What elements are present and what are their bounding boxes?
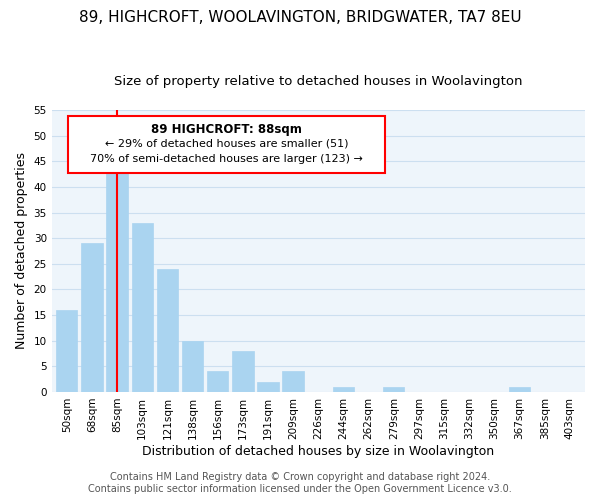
Text: ← 29% of detached houses are smaller (51): ← 29% of detached houses are smaller (51…	[104, 139, 348, 149]
Bar	[257, 382, 279, 392]
Y-axis label: Number of detached properties: Number of detached properties	[15, 152, 28, 350]
Bar	[81, 244, 103, 392]
Bar	[182, 340, 203, 392]
Bar	[131, 223, 153, 392]
Bar	[333, 387, 354, 392]
FancyBboxPatch shape	[68, 116, 385, 173]
Bar	[207, 372, 229, 392]
Bar	[157, 269, 178, 392]
Text: 89, HIGHCROFT, WOOLAVINGTON, BRIDGWATER, TA7 8EU: 89, HIGHCROFT, WOOLAVINGTON, BRIDGWATER,…	[79, 10, 521, 25]
Text: 89 HIGHCROFT: 88sqm: 89 HIGHCROFT: 88sqm	[151, 122, 302, 136]
Bar	[106, 172, 128, 392]
Text: 70% of semi-detached houses are larger (123) →: 70% of semi-detached houses are larger (…	[90, 154, 363, 164]
Bar	[283, 372, 304, 392]
Bar	[232, 351, 254, 392]
Bar	[56, 310, 77, 392]
Bar	[383, 387, 404, 392]
Title: Size of property relative to detached houses in Woolavington: Size of property relative to detached ho…	[114, 75, 523, 88]
Text: Contains HM Land Registry data © Crown copyright and database right 2024.
Contai: Contains HM Land Registry data © Crown c…	[88, 472, 512, 494]
Bar	[509, 387, 530, 392]
X-axis label: Distribution of detached houses by size in Woolavington: Distribution of detached houses by size …	[142, 444, 494, 458]
